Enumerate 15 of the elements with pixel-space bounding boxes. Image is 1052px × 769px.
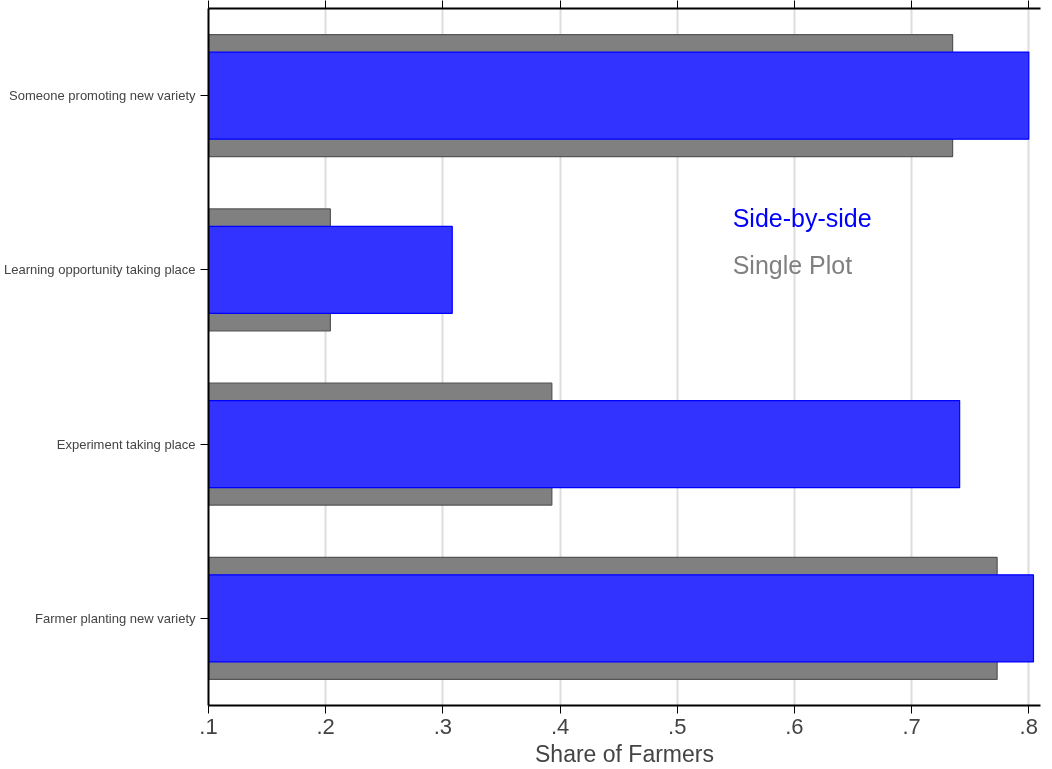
x-tick-label: .1 (199, 713, 218, 739)
text: Single Plot (732, 250, 853, 279)
y-tick-label: Farmer planting new variety (35, 610, 196, 626)
x-tick-label: .3 (433, 713, 453, 739)
y-tick-label: Learning opportunity taking place (3, 262, 196, 278)
x-tick-label: .2 (316, 713, 335, 739)
y-tick-label: Experiment taking place (56, 436, 196, 452)
x-axis-title: Share of Farmers (535, 740, 714, 767)
x-tick-label: .5 (668, 713, 687, 739)
x-tick-label: .7 (902, 713, 921, 739)
x-tick-label: .6 (785, 713, 804, 739)
text: Side-by-side (732, 203, 872, 232)
x-tick-label: .8 (1019, 713, 1038, 739)
y-tick-label: Someone promoting new variety (9, 88, 196, 104)
x-tick-label: .4 (550, 713, 570, 739)
